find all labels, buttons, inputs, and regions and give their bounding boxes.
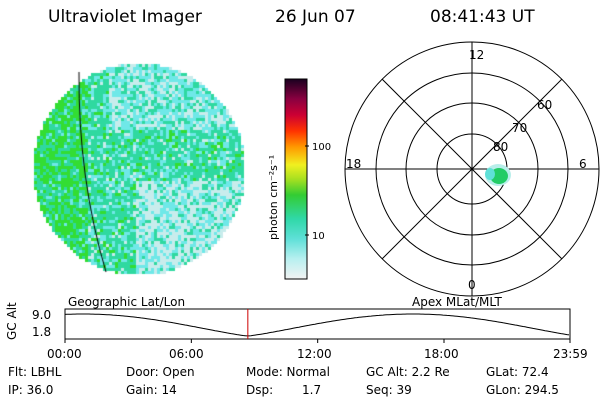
app-title: Ultraviolet Imager bbox=[48, 7, 202, 27]
status-mode: Mode: Normal bbox=[246, 365, 330, 379]
x-tick-label-0600: 06:00 bbox=[169, 347, 204, 361]
polar-auroral-spot bbox=[485, 164, 511, 186]
status-gain: Gain: 14 bbox=[126, 383, 177, 397]
colorbar-tick-label-100: 100 bbox=[312, 142, 331, 153]
x-tick-label-1800: 18:00 bbox=[424, 347, 459, 361]
time-text: 08:41:43 UT bbox=[430, 7, 535, 27]
x-tick-label-2359: 23:59 bbox=[553, 347, 588, 361]
status-seq: Seq: 39 bbox=[366, 383, 412, 397]
mlt-label-12: 12 bbox=[469, 48, 484, 62]
status-glat: GLat: 72.4 bbox=[486, 365, 549, 379]
y-tick-1-8: 1.8 bbox=[32, 325, 52, 339]
mlat-label-60: 60 bbox=[537, 98, 552, 112]
mlt-label-6: 6 bbox=[579, 157, 587, 171]
mlt-label-18: 18 bbox=[346, 157, 361, 171]
geographic-label: Geographic Lat/Lon bbox=[68, 295, 186, 309]
status-dsp-label: Dsp: bbox=[246, 383, 274, 397]
polar-diagonal-b bbox=[379, 76, 565, 262]
status-gc-alt: GC Alt: 2.2 Re bbox=[366, 365, 450, 379]
status-glon: GLon: 294.5 bbox=[486, 383, 559, 397]
status-dsp-value: 1.7 bbox=[302, 383, 322, 397]
status-flt: Flt: LBHL bbox=[8, 365, 62, 379]
x-tick-label-1200: 12:00 bbox=[297, 347, 332, 361]
x-tick-label-0000: 00:00 bbox=[47, 347, 82, 361]
colorbar-tick-label-10: 10 bbox=[312, 231, 325, 242]
colorbar bbox=[284, 78, 308, 280]
polar-grid bbox=[344, 41, 600, 297]
altitude-curve bbox=[64, 313, 570, 337]
y-tick-9: 9.0 bbox=[32, 308, 52, 322]
mlat-label-80: 80 bbox=[493, 140, 508, 154]
gc-alt-axis-label: GC Alt bbox=[5, 302, 19, 340]
uv-image-disk bbox=[28, 58, 248, 278]
status-ip: IP: 36.0 bbox=[8, 383, 54, 397]
status-door: Door: Open bbox=[126, 365, 195, 379]
mlt-label-0: 0 bbox=[468, 278, 476, 292]
date-text: 26 Jun 07 bbox=[275, 7, 356, 27]
mlat-label-70: 70 bbox=[512, 121, 527, 135]
apex-label: Apex MLat/MLT bbox=[412, 295, 502, 309]
timeline-x-ticks bbox=[64, 339, 571, 343]
colorbar-unit-label: photon cm⁻²s⁻¹ bbox=[267, 155, 280, 240]
